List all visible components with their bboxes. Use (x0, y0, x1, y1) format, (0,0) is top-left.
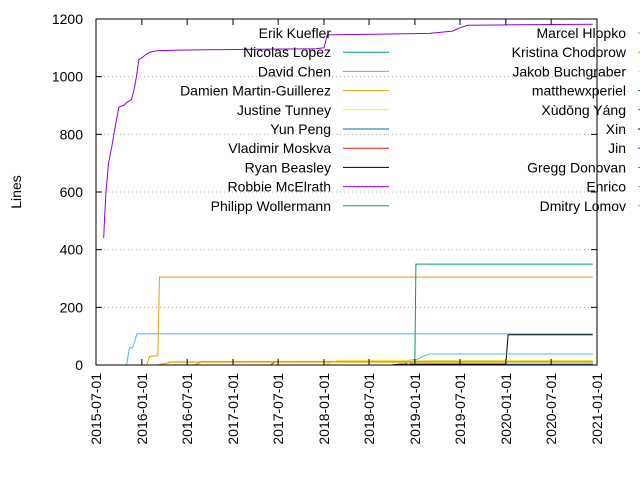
legend-label: Ryan Beasley (245, 159, 331, 175)
series-line-19 (194, 361, 593, 366)
legend-label: matthewxperiel (532, 83, 626, 99)
legend-label: Damien Martin-Guillerez (180, 83, 331, 99)
legend-label: Kristina Chodorow (512, 44, 627, 60)
legend-label: Philipp Wollermann (211, 198, 331, 214)
y-tick-label: 1000 (52, 69, 83, 85)
x-tick-label: 2015-07-01 (88, 373, 104, 445)
y-tick-label: 400 (60, 242, 84, 258)
y-tick-label: 800 (60, 126, 84, 142)
series-line-12 (323, 359, 593, 366)
legend-label: Nicolas Lopez (243, 44, 331, 60)
x-tick-label: 2016-01-01 (134, 373, 150, 445)
legend-label: Xùdōng Yáng (541, 102, 626, 118)
series-line-10 (406, 353, 593, 366)
legend-label: Gregg Donovan (527, 159, 626, 175)
y-tick-label: 1200 (52, 11, 83, 27)
x-tick-label: 2019-01-01 (407, 373, 423, 445)
legend-label: Jakob Buchgraber (512, 63, 626, 79)
legend-label: David Chen (258, 63, 331, 79)
legend-label: Xin (606, 121, 626, 137)
y-tick-label: 0 (75, 357, 83, 373)
legend-label: Jin (608, 140, 626, 156)
legend-label: Vladimir Moskva (228, 140, 331, 156)
x-tick-label: 2019-07-01 (452, 373, 468, 445)
series-line-3 (146, 276, 593, 366)
axes: 0 200 400 600 800 1000 1200 2015-07-01 2016-01-0… (52, 11, 605, 445)
x-tick-label: 2017-07-01 (270, 373, 286, 445)
x-tick-label: 2020-01-01 (498, 373, 514, 445)
legend-label: Justine Tunney (237, 102, 331, 118)
y-axis-title: Lines (8, 175, 24, 208)
series-line-8 (103, 23, 593, 239)
series-line-9 (403, 263, 593, 366)
legend-label: Robbie McElrath (228, 179, 332, 195)
legend-label: Dmitry Lomov (540, 198, 626, 214)
x-tick-label: 2018-07-01 (361, 373, 377, 445)
legend-label: Marcel Hlopko (537, 25, 627, 41)
series-line-2 (126, 333, 593, 366)
x-tick-label: 2018-01-01 (316, 373, 332, 445)
series-line-11 (156, 361, 593, 366)
y-tick-label: 600 (60, 184, 84, 200)
grid-lines (96, 76, 597, 308)
legend-label: Enrico (586, 179, 626, 195)
x-tick-label: 2016-07-01 (179, 373, 195, 445)
x-tick-label: 2020-07-01 (543, 373, 559, 445)
x-tick-label: 2017-01-01 (225, 373, 241, 445)
legend: Erik Kuefler Nicolas Lopez David Chen Damie… (180, 25, 640, 214)
legend-label: Erik Kuefler (259, 25, 332, 41)
x-tick-label: 2021-01-01 (589, 373, 605, 445)
legend-label: Yun Peng (270, 121, 331, 137)
y-tick-label: 200 (60, 299, 84, 315)
